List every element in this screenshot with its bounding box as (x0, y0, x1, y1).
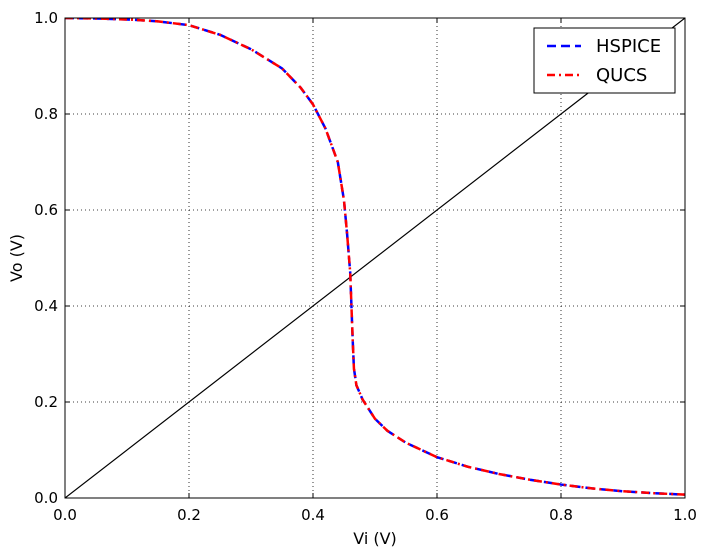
y-tick-label: 0.2 (34, 393, 58, 411)
x-tick-label: 1.0 (673, 506, 697, 524)
x-tick-label: 0.6 (425, 506, 449, 524)
x-tick-label: 0.0 (53, 506, 77, 524)
plot-frame (64, 17, 686, 499)
y-axis: 0.0 0.2 0.4 0.6 0.8 1.0 (34, 9, 685, 507)
y-tick-label: 0.4 (34, 297, 58, 315)
x-tick-label: 0.8 (549, 506, 573, 524)
legend: HSPICE QUCS (533, 27, 676, 94)
legend-label-hspice: HSPICE (596, 36, 661, 57)
y-tick-label: 0.0 (34, 489, 58, 507)
reference-line (65, 18, 685, 498)
x-axis-title: Vi (V) (353, 529, 397, 548)
x-axis: 0.0 0.2 0.4 0.6 0.8 1.0 (53, 18, 697, 524)
grid (65, 18, 685, 498)
y-axis-title: Vo (V) (7, 234, 26, 282)
plot-area (65, 18, 685, 498)
x-tick-label: 0.4 (301, 506, 325, 524)
x-tick-label: 0.2 (177, 506, 201, 524)
y-tick-label: 1.0 (34, 9, 58, 27)
legend-box (533, 27, 676, 94)
y-tick-label: 0.8 (34, 105, 58, 123)
legend-label-qucs: QUCS (596, 65, 647, 86)
series-line-qucs (65, 18, 685, 496)
y-tick-label: 0.6 (34, 201, 58, 219)
